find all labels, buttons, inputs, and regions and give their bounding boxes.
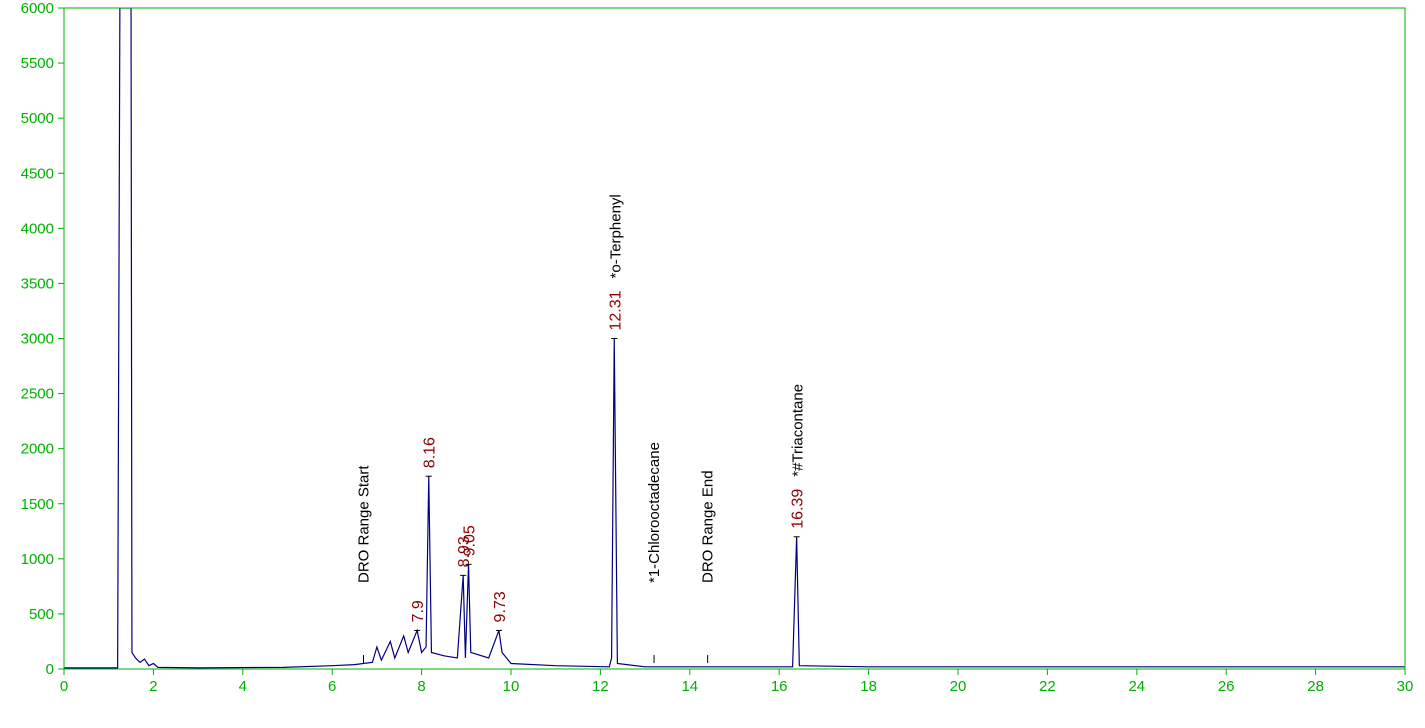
x-tick-label: 2 (149, 678, 157, 695)
compound-name: *o-Terphenyl (607, 194, 624, 278)
x-tick-label: 6 (328, 678, 336, 695)
y-tick-label: 4500 (21, 165, 54, 182)
peak-label: 12.31 (607, 290, 624, 330)
chromatogram-trace (64, 8, 1405, 669)
peak-label: 16.39 (790, 489, 807, 529)
peak-label: 8.93 (456, 536, 473, 567)
y-tick-label: 6000 (21, 0, 54, 17)
y-tick-label: 1000 (21, 551, 54, 568)
x-tick-label: 18 (860, 678, 877, 695)
event-name: DRO Range Start (355, 465, 372, 583)
y-tick-label: 2500 (21, 386, 54, 403)
x-tick-label: 26 (1218, 678, 1235, 695)
x-tick-label: 10 (503, 678, 520, 695)
y-tick-label: 4000 (21, 220, 54, 237)
x-tick-label: 20 (950, 678, 967, 695)
x-tick-label: 4 (239, 678, 247, 695)
y-tick-label: 5500 (21, 55, 54, 72)
compound-name: *#Triacontane (790, 384, 807, 477)
trace-group (64, 8, 1405, 669)
event-name: DRO Range End (700, 470, 717, 583)
x-tick-label: 12 (592, 678, 609, 695)
y-tick-label: 5000 (21, 110, 54, 127)
y-tick-label: 3500 (21, 275, 54, 292)
plot-frame (63, 7, 1406, 670)
peak-label: 7.9 (410, 600, 427, 622)
peak-label: 9.05 (462, 525, 479, 556)
x-tick-label: 8 (417, 678, 425, 695)
y-tick-label: 3000 (21, 331, 54, 348)
y-tick-label: 2000 (21, 441, 54, 458)
x-tick-label: 16 (771, 678, 788, 695)
peak-label: 9.73 (492, 591, 509, 622)
x-tick-label: 24 (1128, 678, 1145, 695)
x-tick-label: 22 (1039, 678, 1056, 695)
x-tick-label: 30 (1397, 678, 1414, 695)
x-tick-label: 0 (60, 678, 68, 695)
x-tick-label: 14 (681, 678, 698, 695)
y-tick-label: 1500 (21, 496, 54, 513)
x-tick-label: 28 (1307, 678, 1324, 695)
event-name: *1-Chlorooctadecane (646, 442, 663, 583)
y-tick-label: 500 (29, 606, 54, 623)
y-tick-label: 0 (46, 661, 54, 678)
peak-label: 8.16 (422, 437, 439, 468)
